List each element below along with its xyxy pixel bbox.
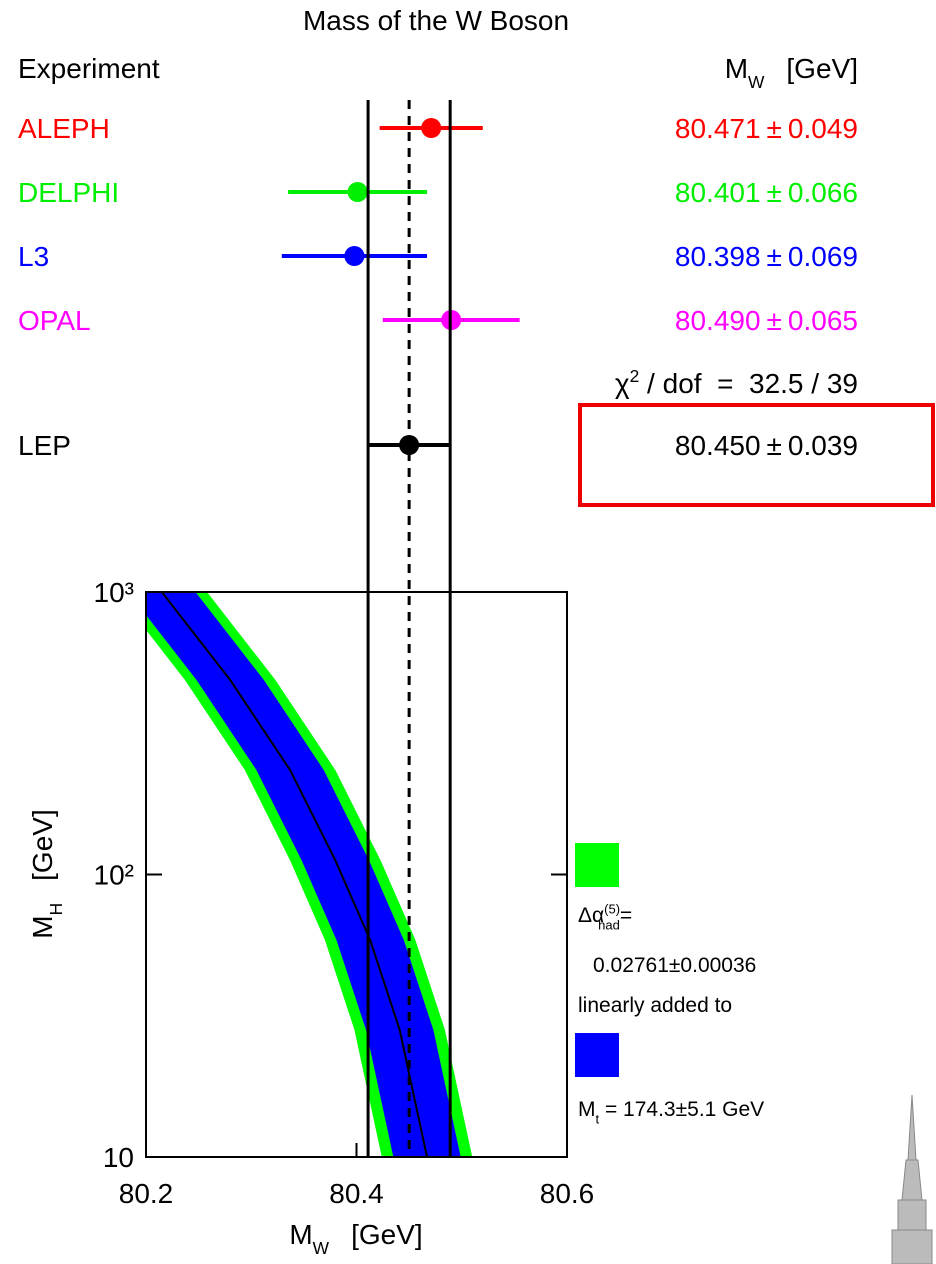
row-label: OPAL (18, 305, 91, 336)
text-part: ± (767, 113, 782, 144)
text-part: 80.401 (675, 177, 761, 208)
text-part: 0.066 (788, 177, 858, 208)
text-part: had (598, 917, 620, 932)
legend-label: Mt = 174.3±5.1 GeV (578, 1098, 764, 1126)
text-part: t (596, 1111, 600, 1126)
x-tick-label: 80.4 (329, 1178, 384, 1209)
row-label: ALEPH (18, 113, 110, 144)
highlight-box (578, 403, 935, 507)
row-value: 80.471 ±0.049 (675, 113, 858, 144)
column-header: Experiment (18, 53, 160, 84)
row-label: LEP (18, 430, 71, 461)
row-label: DELPHI (18, 177, 119, 208)
text-part: 2 (630, 366, 640, 386)
y-tick-label: 10² (94, 860, 134, 891)
text-part: (5) (604, 902, 620, 917)
marker (421, 118, 442, 138)
band (146, 592, 461, 1157)
text-part: / dof = 32.5 / 39 (639, 368, 858, 399)
legend-swatch (575, 1033, 619, 1077)
legend-label: Δα(5) had= (578, 902, 632, 933)
text-part: = 174.3±5.1 GeV (599, 1098, 764, 1121)
text-part: 0.039 (788, 430, 858, 461)
legend-swatch (575, 843, 619, 887)
tower-icon (891, 1094, 933, 1264)
text-part: Δα (578, 904, 604, 927)
y-tick-label: 10 (103, 1142, 134, 1173)
text-part: ± (767, 241, 782, 272)
text-part: [GeV] (27, 809, 58, 881)
column-header: MW [GeV] (725, 53, 858, 92)
y-tick-label: 10³ (94, 577, 134, 608)
row-value: 80.398 ±0.069 (675, 241, 858, 272)
row-value: 80.490 ±0.065 (675, 305, 858, 336)
text-part: W (748, 72, 765, 92)
x-axis-label: MW [GeV] (289, 1219, 422, 1258)
chart-title: Mass of the W Boson (303, 5, 569, 36)
text-part: 0.049 (788, 113, 858, 144)
text-part: 80.471 (675, 113, 761, 144)
text-part: H (46, 903, 66, 916)
text-part: 80.490 (675, 305, 761, 336)
text-part: 80.450 (675, 430, 761, 461)
center-line (160, 592, 428, 1157)
legend-value: 0.02761±0.00036 (593, 954, 756, 977)
band-area (146, 592, 473, 1157)
text-part: M (725, 53, 748, 84)
text-part: 0.065 (788, 305, 858, 336)
text-part: χ (615, 368, 630, 399)
text-part: M (27, 915, 58, 938)
chi2-label: χ2 / dof = 32.5 / 39 (615, 366, 858, 399)
row-value: 80.401 ±0.066 (675, 177, 858, 208)
text-part: 0.069 (788, 241, 858, 272)
y-axis-label: MH [GeV] (27, 809, 66, 938)
marker (344, 246, 365, 266)
text-part: [GeV] (786, 53, 858, 84)
text-part: M (289, 1219, 312, 1250)
legend-joiner: linearly added to (578, 994, 732, 1017)
text-part: M (578, 1098, 596, 1121)
x-tick-label: 80.2 (119, 1178, 174, 1209)
text-part: W (313, 1238, 330, 1258)
marker (347, 182, 368, 202)
x-tick-label: 80.6 (540, 1178, 595, 1209)
row-label: L3 (18, 241, 49, 272)
text-part: ± (767, 177, 782, 208)
text-part: = (620, 904, 632, 927)
text-part: ± (767, 430, 782, 461)
text-part: 80.398 (675, 241, 761, 272)
text-part: [GeV] (351, 1219, 423, 1250)
text-part: ± (767, 305, 782, 336)
row-value: 80.450 ±0.039 (675, 430, 858, 461)
